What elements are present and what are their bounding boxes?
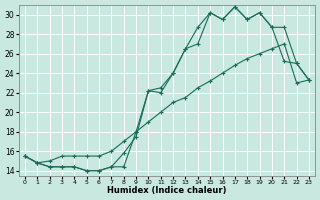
X-axis label: Humidex (Indice chaleur): Humidex (Indice chaleur) [107, 186, 227, 195]
